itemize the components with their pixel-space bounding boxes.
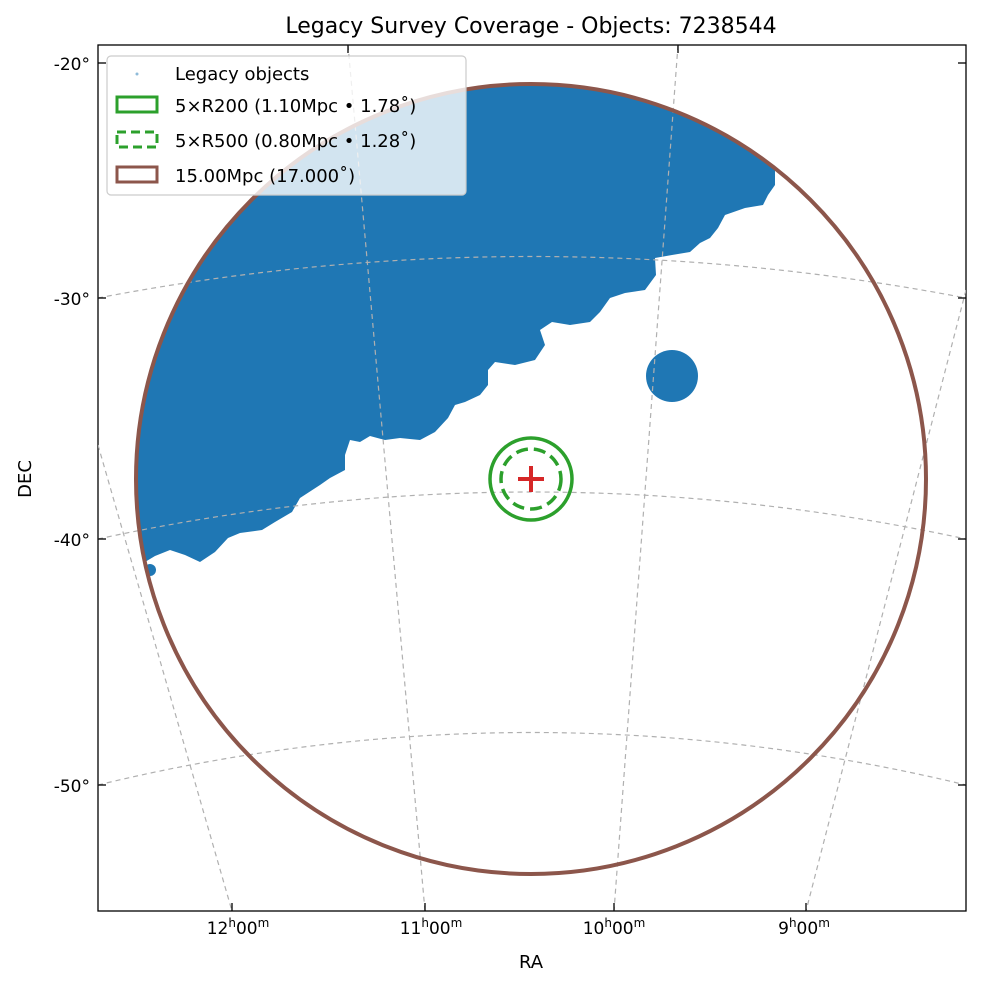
x-axis: 12h00m 11h00m 10h00m 9h00m: [207, 45, 830, 939]
y-axis-label: DEC: [15, 460, 36, 498]
x-tick-label: 12h00m: [207, 916, 270, 939]
x-tick-label: 9h00m: [778, 916, 830, 939]
chart-title: Legacy Survey Coverage - Objects: 723854…: [285, 14, 776, 39]
y-tick-label: -50°: [54, 777, 90, 797]
legend-label: 5×R200 (1.10Mpc • 1.78˚): [175, 96, 416, 117]
center-marker: [518, 466, 544, 492]
dec-grid-line: [98, 731, 966, 786]
circle-15mpc: [134, 82, 928, 876]
y-tick-label: -40°: [54, 531, 90, 551]
legend-marker-objects: [135, 72, 139, 76]
ra-grid-line: [613, 45, 679, 911]
legend-marker-r200: [115, 95, 159, 114]
legend-marker-r500: [115, 130, 159, 149]
legend-label: Legacy objects: [175, 64, 309, 85]
coverage-island: [646, 350, 698, 402]
legend-label: 15.00Mpc (17.000˚): [175, 166, 355, 187]
x-tick-label: 10h00m: [583, 916, 646, 939]
dec-grid-line: [98, 255, 966, 299]
legend-label: 5×R500 (0.80Mpc • 1.28˚): [175, 131, 416, 152]
legend: Legacy objects 5×R200 (1.10Mpc • 1.78˚) …: [106, 55, 467, 196]
y-tick-label: -30°: [54, 290, 90, 310]
ra-grid-line: [805, 289, 966, 911]
circle-5xr500: [499, 447, 563, 511]
y-axis: -20° -30° -40° -50°: [54, 55, 966, 797]
x-tick-label: 11h00m: [400, 916, 463, 939]
circle-5xr200: [488, 436, 574, 522]
y-tick-label: -20°: [54, 55, 90, 75]
legend-marker-15mpc: [115, 165, 159, 184]
x-axis-label: RA: [519, 952, 544, 973]
legend-box: [106, 55, 467, 196]
